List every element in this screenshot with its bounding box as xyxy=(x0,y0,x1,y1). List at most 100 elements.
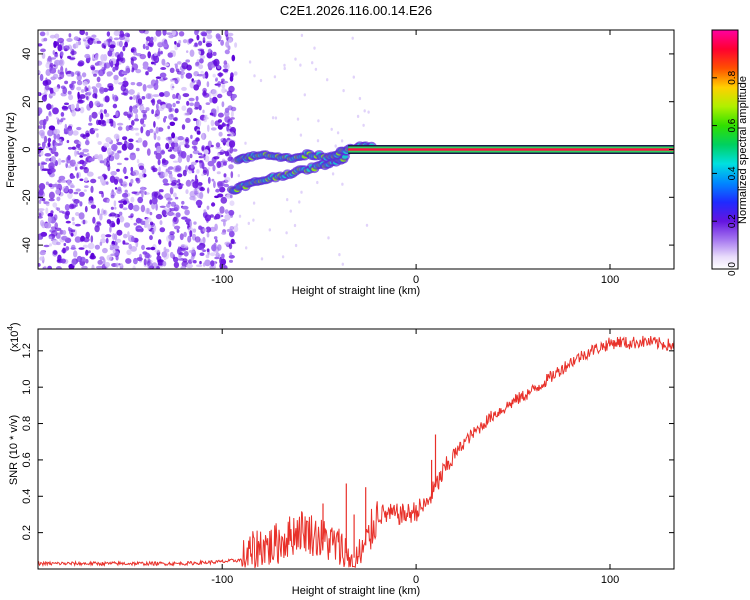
noise-speckle xyxy=(167,166,174,170)
noise-speckle xyxy=(105,160,111,168)
noise-speckle xyxy=(79,106,85,114)
noise-speckle xyxy=(151,109,155,115)
noise-speckle xyxy=(99,241,103,246)
noise-speckle xyxy=(135,69,142,74)
faint-speckle xyxy=(237,174,240,178)
noise-speckle xyxy=(122,136,128,141)
noise-speckle xyxy=(133,50,138,56)
noise-speckle xyxy=(163,246,167,253)
noise-speckle xyxy=(216,171,221,175)
noise-speckle xyxy=(110,194,115,199)
noise-speckle xyxy=(228,85,235,93)
noise-speckle xyxy=(220,39,225,46)
noise-speckle xyxy=(68,33,72,38)
noise-speckle xyxy=(103,109,108,115)
noise-speckle xyxy=(172,78,178,81)
faint-speckle xyxy=(351,36,354,40)
noise-speckle xyxy=(145,247,152,250)
noise-speckle xyxy=(64,204,70,211)
noise-speckle xyxy=(71,258,77,266)
noise-speckle xyxy=(118,36,125,41)
noise-speckle xyxy=(199,191,204,200)
noise-speckle xyxy=(130,246,138,252)
noise-speckle xyxy=(174,79,179,85)
noise-speckle xyxy=(38,188,44,196)
noise-speckle xyxy=(136,159,140,164)
noise-speckle xyxy=(174,108,179,114)
noise-speckle xyxy=(46,103,52,110)
noise-speckle xyxy=(83,189,87,192)
noise-speckle xyxy=(48,111,52,116)
noise-speckle xyxy=(184,244,188,249)
noise-speckle xyxy=(90,252,95,259)
noise-speckle xyxy=(78,191,85,197)
noise-speckle xyxy=(165,168,170,173)
noise-speckle xyxy=(211,244,217,252)
noise-speckle xyxy=(94,225,100,233)
noise-speckle xyxy=(167,149,173,152)
noise-speckle xyxy=(45,157,50,162)
noise-speckle xyxy=(194,187,198,196)
noise-speckle xyxy=(149,211,153,216)
faint-speckle xyxy=(313,46,316,50)
noise-speckle xyxy=(211,96,218,104)
noise-speckle xyxy=(45,222,52,229)
noise-speckle xyxy=(66,38,73,42)
noise-speckle xyxy=(162,260,167,267)
noise-speckle xyxy=(143,258,147,266)
faint-speckle xyxy=(299,63,302,67)
faint-speckle xyxy=(300,33,304,38)
noise-speckle xyxy=(53,128,61,135)
noise-speckle xyxy=(202,236,206,244)
noise-speckle xyxy=(225,194,232,199)
figure-title: C2E1.2026.116.00.14.E26 xyxy=(280,3,432,18)
noise-speckle xyxy=(151,197,158,205)
noise-speckle xyxy=(61,235,68,241)
noise-speckle xyxy=(135,147,140,152)
snr-ytick-label: 0.2 xyxy=(21,525,33,540)
noise-speckle xyxy=(159,205,166,208)
noise-speckle xyxy=(181,105,187,111)
noise-speckle xyxy=(217,124,223,130)
noise-speckle xyxy=(85,96,89,100)
noise-speckle xyxy=(39,31,46,37)
noise-speckle xyxy=(41,162,48,165)
noise-speckle xyxy=(48,191,55,200)
noise-speckle xyxy=(106,199,110,203)
noise-speckle xyxy=(163,91,170,98)
noise-speckle xyxy=(124,32,130,37)
noise-speckle xyxy=(77,91,80,100)
noise-speckle xyxy=(167,125,171,130)
noise-speckle xyxy=(72,159,76,163)
noise-speckle xyxy=(172,160,179,163)
faint-speckle xyxy=(268,228,271,232)
noise-speckle xyxy=(67,90,72,95)
noise-speckle xyxy=(181,124,186,130)
noise-speckle xyxy=(133,127,139,131)
noise-speckle xyxy=(116,168,120,172)
faint-speckle xyxy=(334,144,337,148)
spectrogram-ylabel: Frequency (Hz) xyxy=(5,112,17,188)
noise-speckle xyxy=(62,105,66,109)
noise-speckle xyxy=(109,44,116,49)
noise-speckle xyxy=(88,100,94,109)
noise-speckle xyxy=(210,260,215,267)
noise-speckle xyxy=(209,252,216,257)
noise-speckle xyxy=(56,241,61,246)
noise-speckle xyxy=(230,106,237,112)
noise-speckle xyxy=(71,244,76,250)
noise-speckle xyxy=(190,255,194,263)
noise-speckle xyxy=(181,62,189,70)
noise-speckle xyxy=(130,58,134,65)
noise-speckle xyxy=(84,85,88,93)
noise-speckle xyxy=(221,231,227,235)
noise-speckle xyxy=(76,255,83,263)
noise-speckle xyxy=(192,260,197,264)
noise-speckle xyxy=(145,217,152,223)
noise-speckle xyxy=(87,85,91,91)
faint-speckle xyxy=(330,127,333,131)
noise-speckle xyxy=(117,186,122,192)
noise-speckle xyxy=(116,141,123,146)
noise-speckle xyxy=(202,37,206,43)
noise-speckle xyxy=(76,150,80,155)
